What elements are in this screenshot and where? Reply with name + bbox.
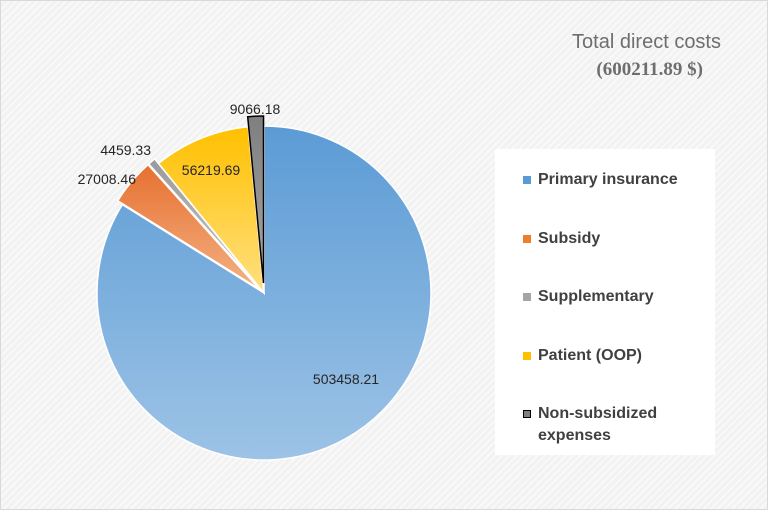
legend-swatch-primary-insurance	[523, 176, 531, 184]
data-label-subsidy: 27008.46	[78, 171, 137, 187]
data-label-supplementary: 4459.33	[100, 142, 151, 158]
chart-subtitle-total: (600211.89 $)	[596, 59, 703, 80]
legend-item-primary-insurance: Primary insurance	[523, 169, 698, 191]
legend-swatch-patient-oop	[523, 352, 531, 360]
legend-swatch-non-subsidized	[523, 410, 531, 418]
legend-label: Supplementary	[538, 288, 654, 305]
legend-label: Primary insurance	[538, 171, 678, 188]
legend-item-supplementary: Supplementary	[523, 286, 698, 308]
pie-slice-subsidy	[116, 163, 260, 290]
chart-title: Total direct costs	[572, 31, 721, 53]
legend-label: Subsidy	[538, 230, 601, 247]
legend-item-subsidy: Subsidy	[523, 228, 698, 250]
legend-swatch-subsidy	[523, 235, 531, 243]
data-label-patient-oop: 56219.69	[182, 162, 241, 178]
data-label-non-subsidized-expenses: 9066.18	[230, 101, 281, 117]
legend-label: Non-subsidized expenses	[538, 405, 658, 444]
legend-swatch-supplementary	[523, 293, 531, 301]
pie-slice-non-subsidized-expenses	[246, 115, 265, 284]
legend-item-non-subsidized: Non-subsidized expenses	[523, 403, 698, 447]
legend: Primary insurance Subsidy Supplementary …	[495, 149, 715, 455]
data-label-primary-insurance: 503458.21	[313, 371, 379, 387]
pie-slice-supplementary	[147, 157, 261, 289]
pie-slice-patient-oop	[157, 125, 265, 296]
legend-item-patient-oop: Patient (OOP)	[523, 345, 698, 367]
legend-label: Patient (OOP)	[538, 347, 643, 364]
